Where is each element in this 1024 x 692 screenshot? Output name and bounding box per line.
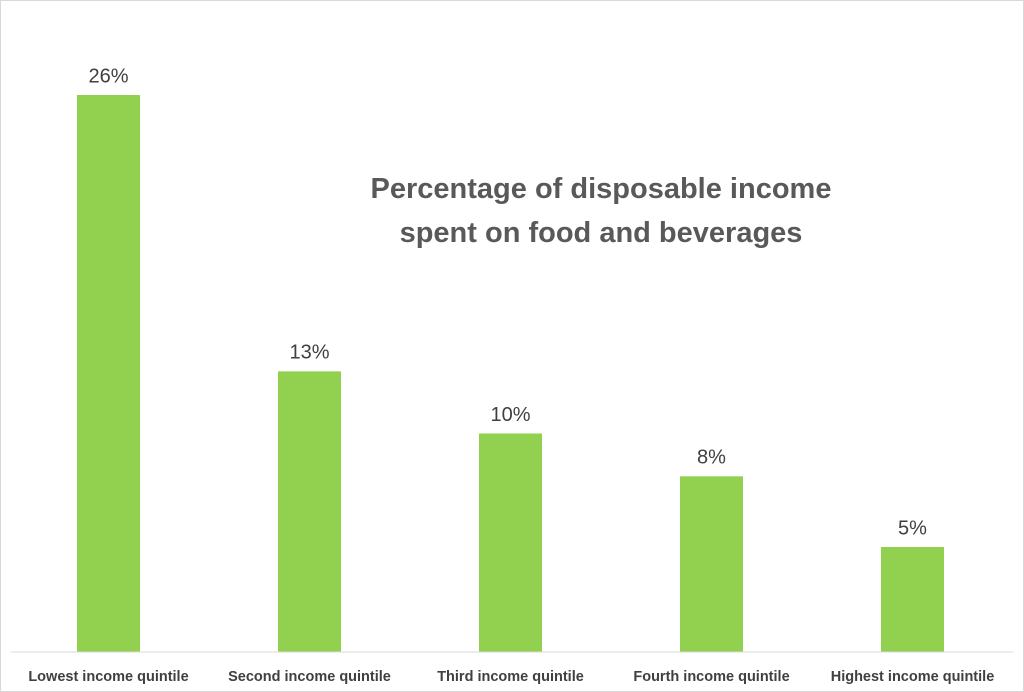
bar	[77, 95, 140, 652]
value-label: 10%	[490, 404, 530, 426]
x-tick-label: Lowest income quintile	[28, 669, 188, 685]
bar	[479, 433, 542, 652]
x-tick-label: Third income quintile	[437, 669, 584, 685]
bar	[278, 371, 341, 652]
x-tick-label: Fourth income quintile	[633, 669, 789, 685]
x-tick-label: Second income quintile	[228, 669, 391, 685]
value-label: 13%	[289, 342, 329, 364]
value-label: 8%	[697, 447, 726, 469]
value-label: 5%	[898, 517, 927, 539]
chart-title: Percentage of disposable income spent on…	[370, 173, 832, 249]
bar	[680, 476, 743, 652]
x-tick-label: Highest income quintile	[831, 669, 995, 685]
value-label: 26%	[88, 65, 128, 87]
bar	[881, 547, 944, 652]
